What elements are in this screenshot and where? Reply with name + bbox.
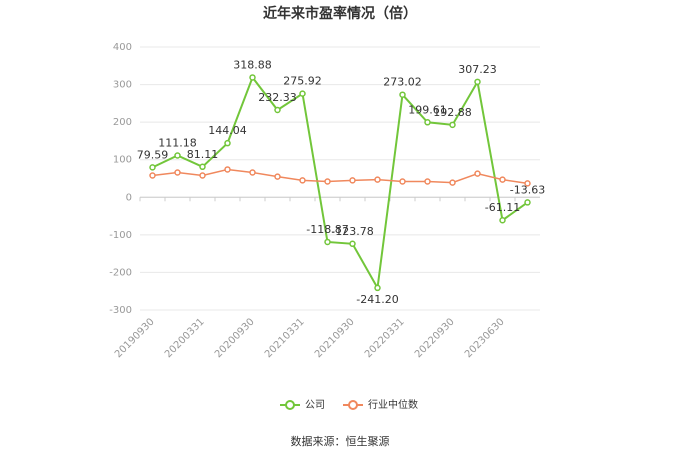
data-label: -118.87 — [306, 223, 348, 236]
x-tick-label: 20220331 — [363, 316, 407, 360]
legend-marker[interactable] — [285, 400, 295, 410]
point — [299, 177, 306, 184]
point — [424, 178, 431, 185]
point — [224, 139, 231, 147]
point — [349, 177, 356, 184]
point — [199, 172, 206, 179]
data-label: -123.78 — [331, 225, 373, 238]
data-label: 307.23 — [458, 63, 497, 76]
y-tick-label: 400 — [113, 42, 132, 53]
y-tick-label: 300 — [113, 80, 132, 91]
point — [174, 169, 181, 176]
point — [299, 90, 306, 97]
data-label: -61.11 — [485, 201, 520, 214]
y-tick-label: 100 — [113, 155, 132, 166]
point — [249, 169, 256, 176]
point — [499, 216, 506, 224]
point — [249, 74, 256, 81]
point — [274, 173, 281, 180]
point — [324, 178, 331, 185]
y-tick-label: -300 — [109, 305, 132, 316]
point — [149, 172, 156, 179]
point — [149, 164, 156, 171]
point — [499, 176, 506, 183]
point — [349, 240, 356, 248]
point — [199, 163, 206, 171]
data-label: 192.88 — [433, 106, 472, 119]
data-label: 232.33 — [258, 91, 297, 104]
x-tick-label: 20220930 — [413, 316, 457, 360]
point — [174, 152, 181, 159]
y-tick-label: 200 — [113, 117, 132, 128]
point — [374, 176, 381, 183]
data-label: 318.88 — [233, 58, 272, 71]
legend-marker[interactable] — [348, 400, 358, 410]
x-tick-label: 20190930 — [113, 316, 157, 360]
data-label: -13.63 — [510, 183, 545, 196]
x-tick-label: 20210331 — [263, 316, 307, 360]
point — [274, 106, 281, 114]
point — [399, 178, 406, 185]
data-label: 79.59 — [137, 148, 169, 161]
point — [524, 180, 531, 187]
series-line — [152, 168, 528, 185]
point — [399, 91, 406, 98]
y-tick-label: -100 — [109, 230, 132, 241]
point — [224, 166, 231, 173]
data-label: -241.20 — [356, 293, 398, 306]
source: 数据来源：恒生聚源 — [291, 434, 390, 448]
y-tick-label: 0 — [126, 192, 132, 203]
series-line — [152, 75, 529, 292]
point — [474, 170, 481, 177]
x-tick-label: 20200930 — [213, 316, 257, 360]
x-tick-label: 20210930 — [313, 316, 357, 360]
y-tick-label: -200 — [109, 267, 132, 278]
x-tick-label: 20230630 — [463, 316, 507, 360]
point — [474, 78, 481, 86]
chart-title: 近年来市盈率情况（倍） — [263, 5, 417, 22]
data-label: 199.61 — [408, 103, 447, 116]
point — [449, 121, 456, 129]
point — [374, 284, 381, 292]
legend-label[interactable]: 行业中位数 — [368, 398, 418, 411]
x-tick-label: 20200331 — [163, 316, 207, 360]
point — [424, 119, 431, 126]
data-label: 273.02 — [383, 76, 422, 89]
data-label: 144.04 — [208, 124, 247, 137]
point — [524, 199, 531, 206]
point — [324, 238, 331, 246]
data-label: 111.18 — [158, 137, 197, 150]
data-label: 275.92 — [283, 75, 322, 88]
data-label: 81.11 — [187, 148, 219, 161]
legend-label[interactable]: 公司 — [305, 400, 325, 411]
point — [449, 179, 456, 186]
